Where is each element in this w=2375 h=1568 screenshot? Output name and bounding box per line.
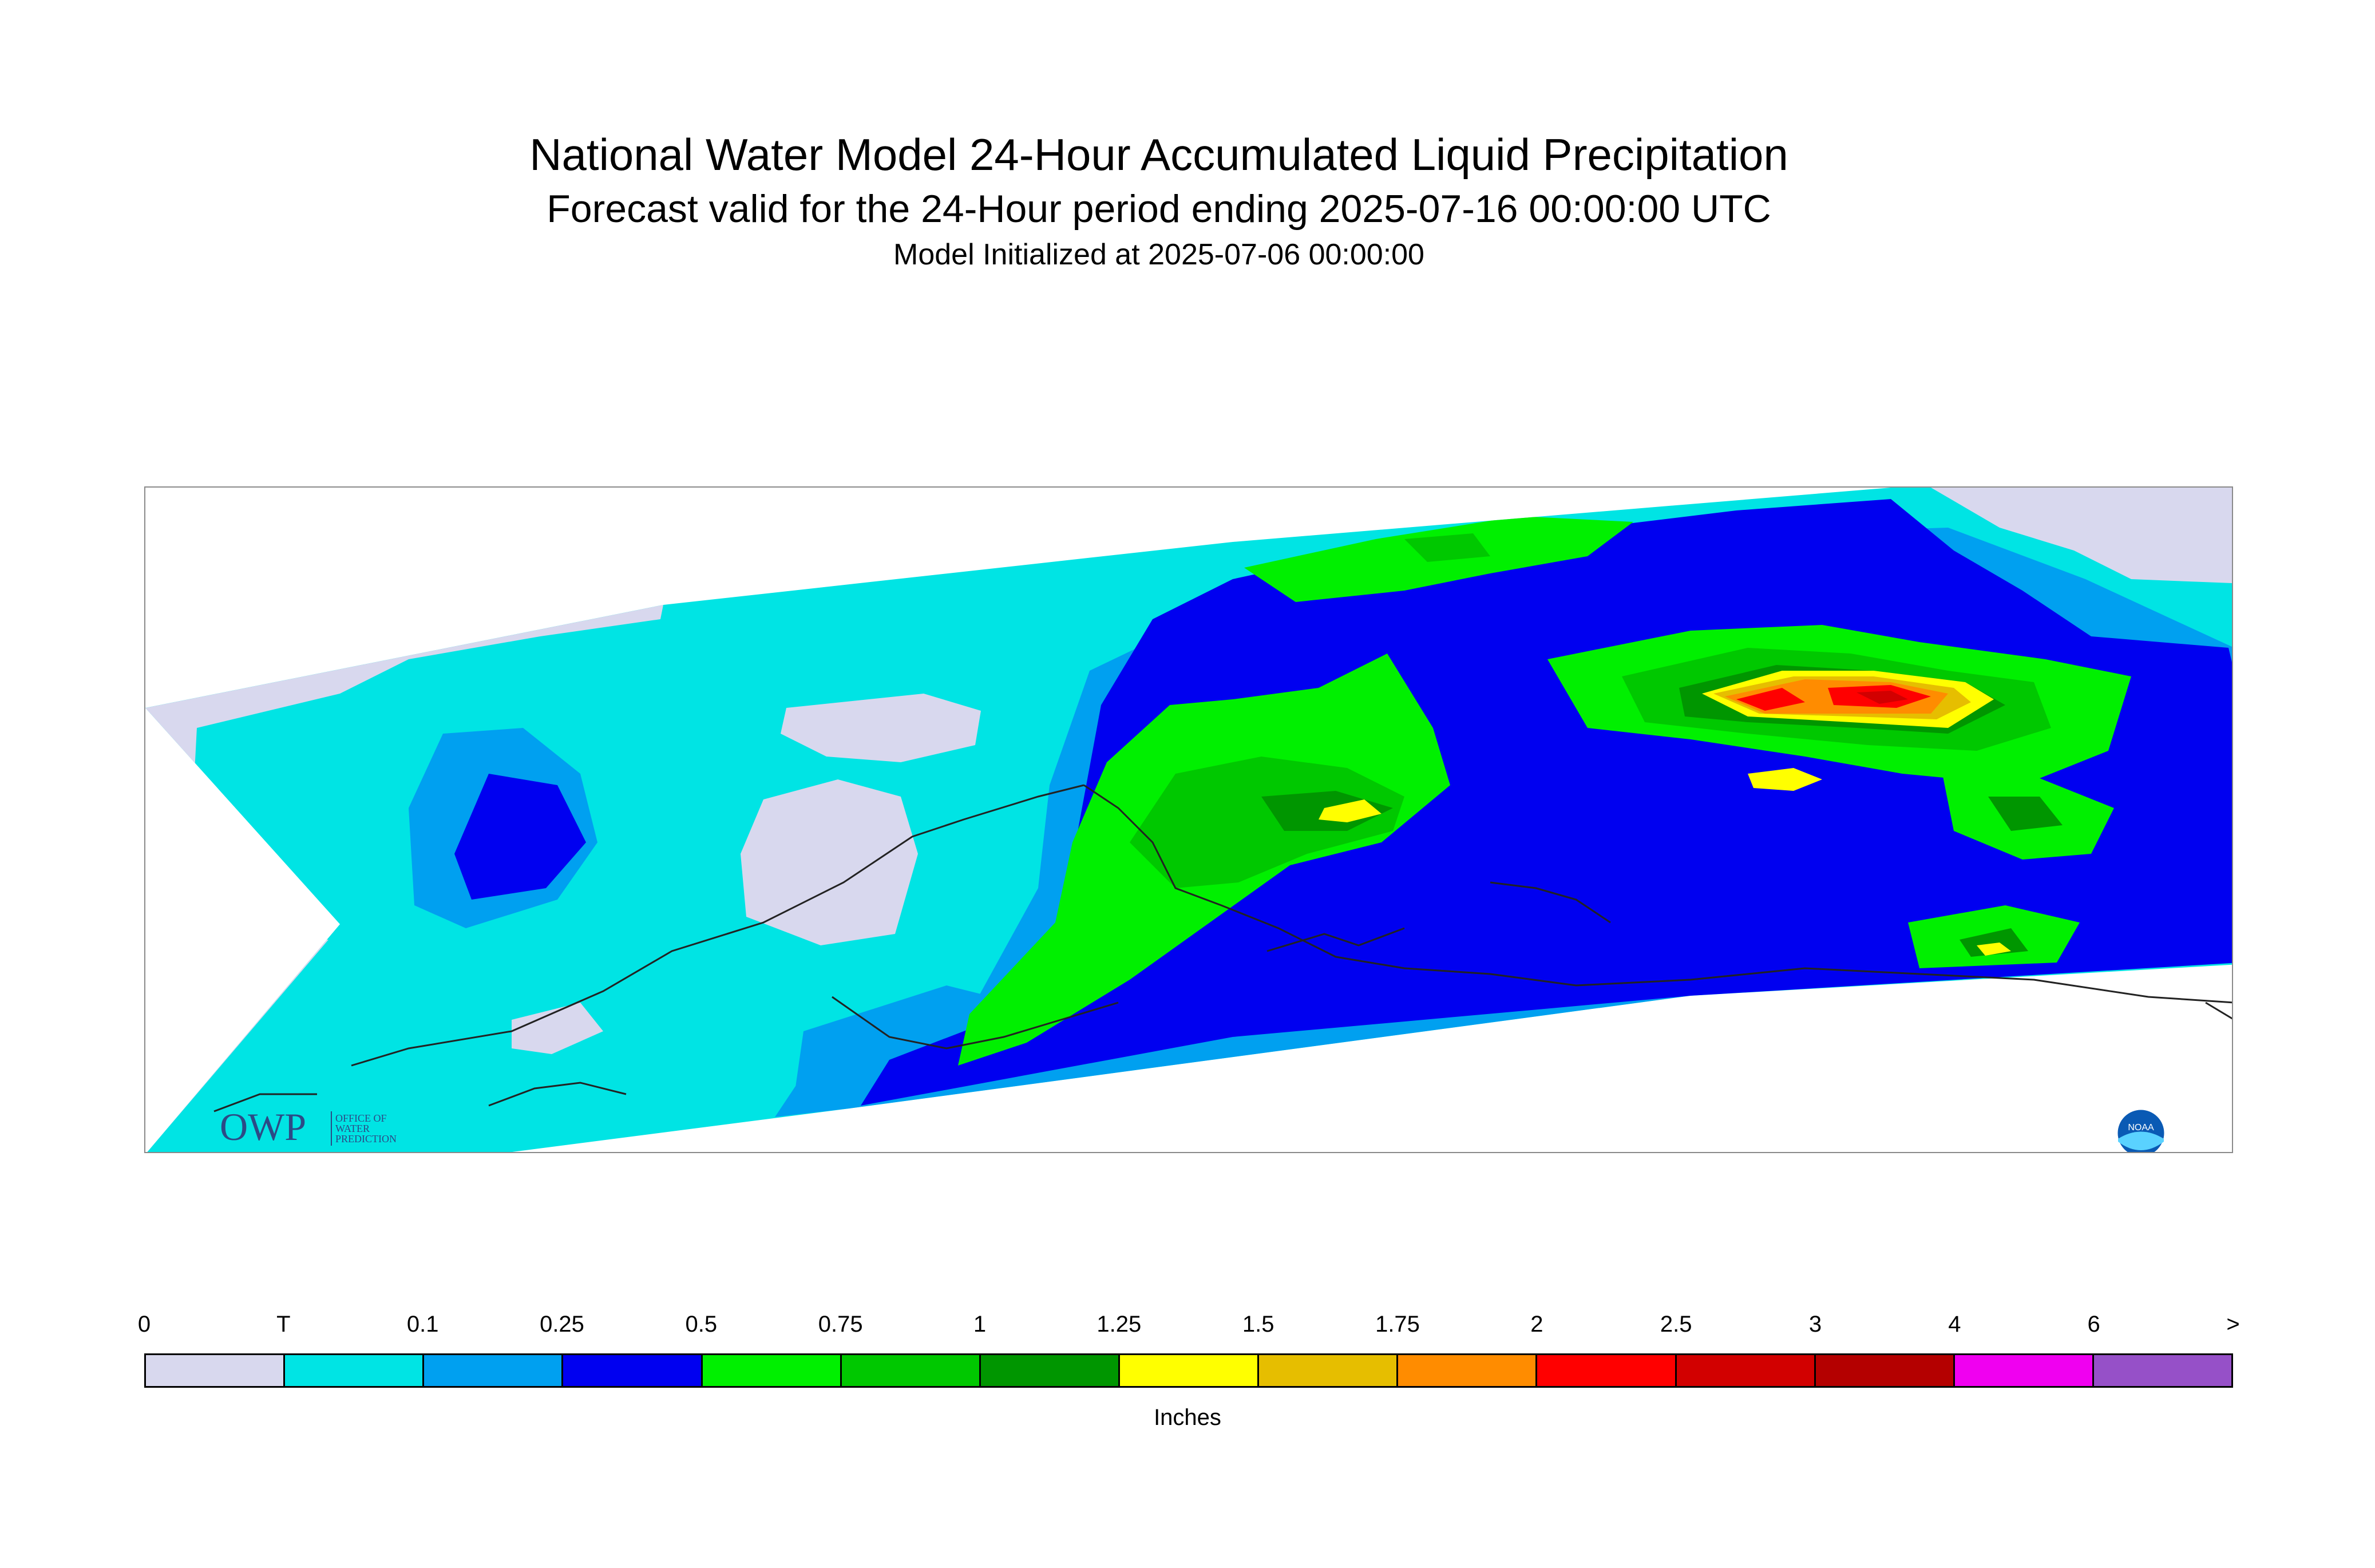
legend-swatch: [841, 1355, 981, 1386]
model-init-label: Model Initialized at 2025-07-06 00:00:00: [893, 238, 1424, 271]
dark-green-east-lobe: [1988, 797, 2063, 831]
noaa-logo: NOAA: [2115, 1107, 2167, 1152]
mid-green-north: [1404, 533, 1490, 562]
no-precip-patch-3: [512, 1003, 603, 1054]
dark-green-se: [1960, 928, 2028, 957]
owp-logo-text: OWP: [220, 1105, 306, 1149]
red-east-a: [1736, 688, 1805, 711]
yellow-se: [1977, 943, 2011, 956]
coastlines: [213, 784, 2232, 1112]
precipitation-map: OWP OFFICE OF WATER PREDICTION NOAA: [144, 486, 2233, 1153]
owp-logo-line1: OFFICE OF: [335, 1112, 387, 1124]
legend-swatch: [1119, 1355, 1260, 1386]
no-precip-patch-2: [741, 779, 918, 945]
yellow-west: [1319, 799, 1382, 822]
color-legend: [144, 1353, 2233, 1388]
chart-titles: National Water Model 24-Hour Accumulated…: [0, 126, 2318, 275]
legend-tick-label: 0.1: [406, 1312, 439, 1337]
legend-tick-label: 0.5: [685, 1312, 718, 1337]
coastline-2: [1083, 784, 2232, 1004]
legend-swatch: [285, 1355, 425, 1386]
legend-tick-label: 2.5: [1660, 1312, 1692, 1337]
mid-green-main: [1130, 757, 1404, 888]
no-precip-patch-1: [781, 694, 981, 762]
dark-red-core: [1857, 691, 1908, 704]
legend-swatch: [702, 1355, 842, 1386]
legend-tick-label: 1.5: [1242, 1312, 1274, 1337]
precipitation-field: [145, 488, 2232, 1152]
legend-swatch: [1954, 1355, 2094, 1386]
legend-tick-label: 1.75: [1375, 1312, 1420, 1337]
legend-tick-label: 1: [973, 1312, 987, 1337]
coastline-1: [351, 784, 1084, 1067]
legend-tick-label: 0: [137, 1312, 151, 1337]
coastline-5: [213, 1093, 317, 1112]
map-subtitle: Forecast valid for the 24-Hour period en…: [547, 187, 1771, 231]
no-precip-region-ne: [1931, 488, 2232, 585]
blue-west-core: [454, 774, 586, 900]
legend-swatch: [1398, 1355, 1538, 1386]
owp-logo-line3: PREDICTION: [335, 1133, 397, 1145]
coastline-7: [1490, 881, 1611, 924]
owp-logo-line2: WATER: [335, 1123, 370, 1134]
legend-swatch: [424, 1355, 564, 1386]
map-title: National Water Model 24-Hour Accumulated…: [529, 129, 1788, 180]
legend-swatch: [1537, 1355, 1677, 1386]
coastline-4: [488, 1082, 627, 1107]
legend-tick-label: >: [2226, 1312, 2240, 1337]
coastline-6: [1266, 927, 1405, 952]
legend-swatch: [1815, 1355, 1955, 1386]
coastline-3: [832, 996, 1119, 1050]
legend-tick-label: 2: [1530, 1312, 1543, 1337]
legend-swatch: [1259, 1355, 1399, 1386]
legend-swatch: [146, 1355, 286, 1386]
legend-tick-label: 0.75: [818, 1312, 863, 1337]
legend-swatch: [2093, 1355, 2232, 1386]
legend-swatch: [563, 1355, 703, 1386]
legend-unit-label: Inches: [1154, 1405, 1221, 1430]
legend-tick-label: 1.25: [1097, 1312, 1142, 1337]
legend-swatch: [1676, 1355, 1816, 1386]
yellow-south: [1748, 768, 1822, 791]
legend-tick-label: T: [276, 1312, 291, 1337]
coastline-8: [2205, 1001, 2232, 1020]
noaa-logo-text: NOAA: [2128, 1123, 2154, 1133]
legend-swatch: [980, 1355, 1120, 1386]
legend-tick-label: 6: [2087, 1312, 2100, 1337]
legend-tick-label: 3: [1808, 1312, 1822, 1337]
legend-tick-label: 0.25: [540, 1312, 584, 1337]
legend-tick-label: 4: [1948, 1312, 1961, 1337]
owp-logo: OWP OFFICE OF WATER PREDICTION: [220, 1104, 437, 1150]
